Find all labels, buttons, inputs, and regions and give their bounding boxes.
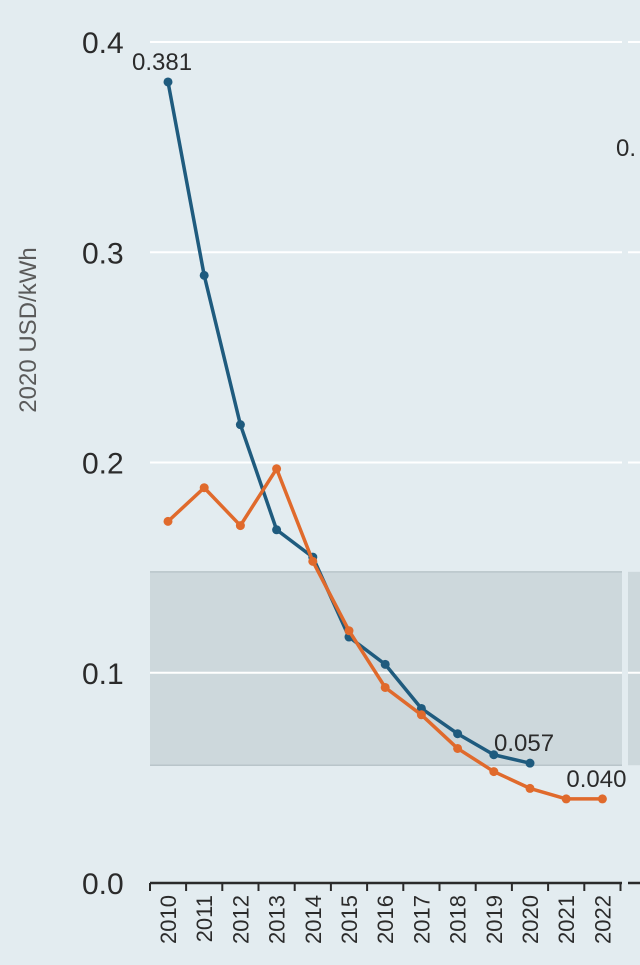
x-tick-label: 2019 <box>482 895 507 944</box>
data-point <box>272 464 282 474</box>
x-tick-label: 2016 <box>373 895 398 944</box>
data-point <box>163 77 173 87</box>
data-point <box>235 521 245 531</box>
x-tick-label: 2012 <box>228 895 253 944</box>
data-label: 0.381 <box>132 49 192 76</box>
range-band-next-panel <box>628 571 640 766</box>
data-point <box>272 525 282 535</box>
y-tick-label: 0.0 <box>82 868 124 901</box>
data-label: 0.040 <box>566 766 626 793</box>
x-tick-label: 2011 <box>192 895 217 942</box>
x-tick-label: 2015 <box>337 895 362 944</box>
next-panel-label-fragment: 0. <box>616 135 636 162</box>
y-tick-label: 0.4 <box>82 27 124 60</box>
data-point <box>199 483 209 493</box>
x-tick-label: 2013 <box>265 895 290 944</box>
data-point <box>489 767 499 777</box>
x-tick-label: 2020 <box>518 895 543 944</box>
data-label: 0.057 <box>494 730 554 757</box>
data-point <box>308 556 318 566</box>
x-tick-label: 2014 <box>301 895 326 944</box>
data-point <box>597 794 607 804</box>
y-axis-title: 2020 USD/kWh <box>15 247 42 412</box>
data-point <box>199 270 209 280</box>
x-tick-label: 2010 <box>156 895 181 944</box>
data-point <box>489 750 499 760</box>
x-tick-label: 2017 <box>409 895 434 944</box>
data-point <box>344 626 354 636</box>
y-tick-label: 0.2 <box>82 448 124 481</box>
data-point <box>235 420 245 430</box>
data-point <box>416 710 426 720</box>
data-point <box>416 703 426 713</box>
data-point <box>525 783 535 793</box>
data-point <box>380 659 390 669</box>
y-tick-label: 0.3 <box>82 237 124 270</box>
data-point <box>453 729 463 739</box>
x-tick-label: 2018 <box>446 895 471 944</box>
data-point <box>453 743 463 753</box>
y-tick-label: 0.1 <box>82 658 124 691</box>
data-point <box>561 794 571 804</box>
data-point <box>380 682 390 692</box>
x-tick-label: 2021 <box>554 895 579 944</box>
data-point <box>525 758 535 768</box>
data-point <box>163 516 173 526</box>
x-tick-label: 2022 <box>590 895 615 944</box>
